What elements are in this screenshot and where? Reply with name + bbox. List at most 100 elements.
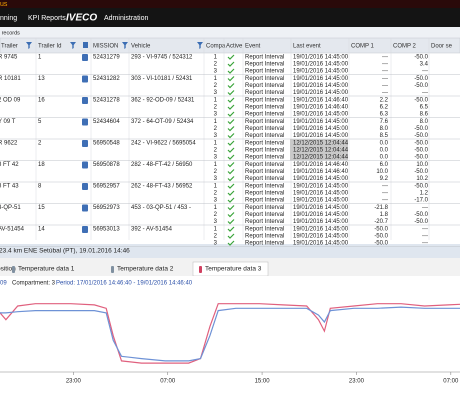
trailer-id: 1 — [38, 55, 42, 61]
compartment: 2 — [214, 212, 218, 218]
event: Report Interval — [245, 198, 284, 204]
comp2: 1.2 — [420, 191, 429, 197]
compartment: 3 — [214, 219, 218, 225]
column-header[interactable]: Active — [226, 44, 243, 50]
last-event: 19/01/2016 14:45:00 — [293, 55, 349, 61]
comp2: 10.0 — [416, 162, 428, 168]
column-header[interactable]: Compa — [206, 44, 226, 50]
compartment: 1 — [214, 55, 218, 61]
vehicle: 293 - VI-9745 / 524312 — [131, 55, 193, 61]
event: Report Interval — [245, 234, 284, 240]
status: 23.4 km ENE Setúbal (PT), 19.01.2016 14:… — [0, 248, 130, 255]
chart-panel — [0, 276, 460, 400]
tab[interactable]: Temperature data 1 — [18, 266, 75, 273]
filter-icon[interactable] — [26, 42, 32, 49]
comp2: -50.0 — [414, 219, 428, 225]
compartment: 1 — [214, 76, 218, 82]
active-check — [227, 154, 235, 160]
last-event: 19/01/2016 14:45:00 — [293, 219, 349, 225]
comp2: 6.5 — [420, 105, 429, 111]
comp1: -21.8 — [374, 205, 388, 211]
last-event: 12/12/2015 12:04:44 — [293, 148, 349, 154]
column-header[interactable]: Vehicle — [131, 44, 151, 50]
comp1: 8.5 — [380, 133, 389, 139]
comp1: --- — [382, 83, 388, 89]
filter-icon[interactable] — [122, 42, 128, 49]
column-header[interactable]: MISSION — [93, 44, 118, 50]
x-tick-label: 07:00 — [443, 379, 459, 385]
vehicle: 453 - 03-QP-51 / 453 - — [131, 205, 191, 211]
trailer: R 10181 — [0, 76, 21, 82]
logo: IVECO — [66, 13, 97, 24]
tab[interactable]: Temperature data 2 — [117, 266, 174, 273]
comp2: -50.0 — [414, 83, 428, 89]
comp2: -17.0 — [414, 198, 428, 204]
event: Report Interval — [245, 219, 284, 225]
compartment: 1 — [214, 119, 218, 125]
info-period: Period: 17/01/2016 14:46:40 - 19/01/2016… — [56, 281, 193, 287]
trailer: 2 OD 09 — [0, 98, 21, 104]
comp1: 6.0 — [380, 162, 389, 168]
compartment: 2 — [214, 126, 218, 132]
active-check — [227, 212, 235, 218]
comp1: -20.7 — [374, 219, 388, 225]
last-event: 19/01/2016 14:45:00 — [293, 191, 349, 197]
active-check — [227, 183, 235, 189]
mission: 52431282 — [93, 76, 120, 82]
mission: 52434604 — [93, 119, 120, 125]
last-event: 12/12/2015 12:04:44 — [293, 155, 349, 161]
column-header[interactable]: Door se — [431, 44, 453, 50]
comp1: --- — [382, 76, 388, 82]
column-header[interactable]: COMP 1 — [351, 44, 375, 50]
active-check — [227, 119, 235, 125]
tab[interactable]: osition — [0, 266, 16, 273]
menu-item[interactable]: KPI Reports — [28, 15, 66, 22]
x-tick-label: 15:00 — [255, 379, 271, 385]
comp2: 8.6 — [420, 112, 429, 118]
active-check — [227, 111, 235, 117]
menu-item[interactable]: nning — [0, 15, 17, 22]
comp2: -50.0 — [414, 76, 428, 82]
last-event: 19/01/2016 14:45:00 — [293, 76, 349, 82]
vehicle: 262 - 48-FT-43 / 56952 — [131, 184, 193, 190]
compartment: 3 — [214, 241, 218, 247]
comp1: -50.0 — [374, 241, 388, 247]
menu-item[interactable]: Administration — [104, 15, 148, 22]
last-event: 19/01/2016 14:45:00 — [293, 234, 349, 240]
compartment: 1 — [214, 162, 218, 168]
active-check — [227, 219, 235, 225]
event: Report Interval — [245, 205, 284, 211]
event: Report Interval — [245, 133, 284, 139]
mission: 56952973 — [93, 205, 120, 211]
column-header[interactable]: Event — [245, 44, 261, 50]
trailer-id: 15 — [38, 205, 45, 211]
last-event: 19/01/2016 14:45:00 — [293, 126, 349, 132]
info-compartment: Compartment: 3 — [12, 281, 56, 287]
filter-icon[interactable] — [70, 42, 76, 49]
comp2: -50.0 — [414, 141, 428, 147]
filter-icon[interactable] — [197, 42, 203, 49]
tab[interactable]: Temperature data 3 — [205, 266, 262, 273]
active-check — [227, 147, 235, 153]
comp1: 9.2 — [380, 176, 389, 182]
comp2: --- — [422, 69, 428, 75]
trailer: 8 FT 43 — [0, 184, 19, 190]
column-header[interactable]: Trailer — [1, 44, 18, 50]
trailer-id: 14 — [38, 227, 45, 233]
mission: 56950878 — [93, 162, 120, 168]
column-header[interactable]: COMP 2 — [393, 44, 417, 50]
last-event: 19/01/2016 14:46:40 — [293, 169, 349, 175]
temperature-line — [0, 306, 460, 362]
vehicle: 282 - 48-FT-42 / 56950 — [131, 162, 193, 168]
last-event: 19/01/2016 14:45:00 — [293, 227, 349, 233]
mission: 52431279 — [93, 55, 120, 61]
event: Report Interval — [245, 162, 284, 168]
column-header[interactable]: Last event — [293, 44, 321, 50]
mission-icon — [82, 161, 88, 169]
column-header[interactable]: Trailer Id — [38, 44, 61, 50]
active-check — [227, 197, 235, 203]
compartment: 1 — [214, 98, 218, 104]
event: Report Interval — [245, 212, 284, 218]
comp1: 6.3 — [380, 112, 389, 118]
